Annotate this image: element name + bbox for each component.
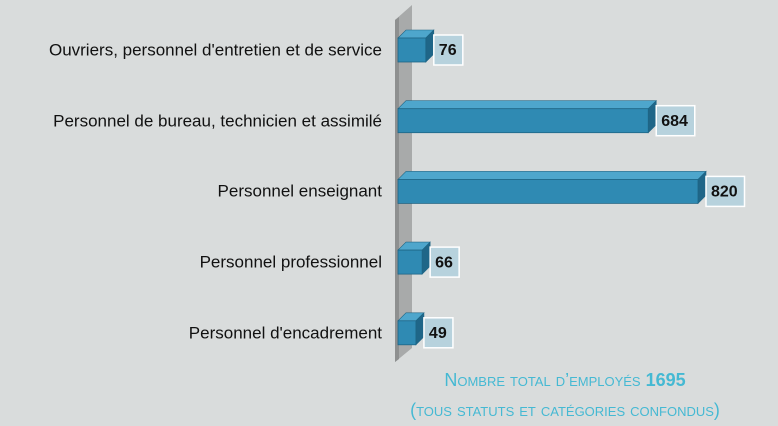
wall-edge <box>395 17 399 362</box>
bar-top <box>397 100 657 109</box>
value-label-box <box>705 175 746 208</box>
category-label: Personnel de bureau, technicien et assim… <box>53 111 382 131</box>
category-label: Personnel d'encadrement <box>188 323 382 343</box>
footer-line: Nombre total d’employés 1695 <box>360 370 770 391</box>
value-label-box <box>423 317 454 349</box>
value-label: 76 <box>439 42 457 59</box>
value-label: 684 <box>661 113 688 130</box>
footer-total: 1695 <box>645 370 686 390</box>
bar <box>397 37 427 63</box>
value-label: 820 <box>711 184 738 201</box>
bar <box>397 178 699 204</box>
value-label-box <box>429 246 460 278</box>
bar <box>397 249 423 275</box>
value-label-box <box>433 34 464 66</box>
category-label: Personnel professionnel <box>199 252 382 272</box>
category-label: Personnel enseignant <box>217 181 382 201</box>
category-label: Ouvriers, personnel d'entretien et de se… <box>48 40 382 60</box>
bar-top <box>397 171 707 180</box>
bar <box>397 108 649 134</box>
value-label-box <box>655 104 696 137</box>
footer-note: (tous statuts et catégories confondus) <box>410 400 720 420</box>
footer-label: Nombre total d’employés <box>444 370 641 390</box>
value-label: 66 <box>435 254 453 271</box>
value-label: 49 <box>429 325 447 342</box>
bar <box>397 320 417 346</box>
